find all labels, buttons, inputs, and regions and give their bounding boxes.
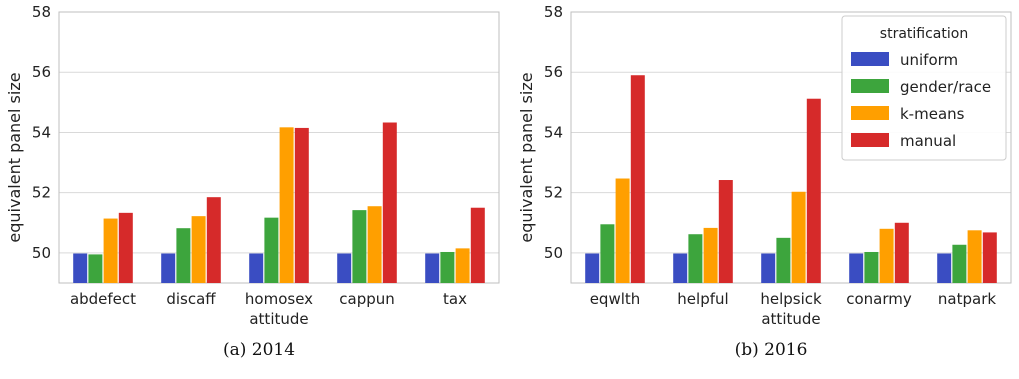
x-tick-label: eqwlth: [590, 290, 641, 308]
y-tick-label: 52: [544, 184, 563, 202]
bar-manual-conarmy: [894, 222, 909, 283]
legend-label-uniform: uniform: [900, 51, 958, 69]
bar-gender-race-helpful: [688, 234, 703, 283]
bar-manual-eqwlth: [630, 75, 645, 283]
y-tick-label: 58: [544, 3, 563, 21]
bar-k-means-conarmy: [879, 228, 894, 283]
bar-gender-race-natpark: [952, 244, 967, 283]
bar-manual-tax: [470, 207, 485, 283]
bar-gender-race-eqwlth: [600, 224, 615, 283]
x-tick-label: homosex: [245, 290, 313, 308]
bar-uniform-cappun: [337, 253, 352, 283]
bar-uniform-tax: [425, 253, 440, 283]
bar-uniform-natpark: [937, 253, 952, 283]
bar-uniform-abdefect: [73, 253, 88, 283]
y-axis-label: equivalent panel size: [517, 72, 536, 242]
bar-uniform-helpsick: [761, 253, 776, 283]
bar-k-means-homosex: [279, 127, 294, 283]
bar-uniform-eqwlth: [585, 253, 600, 283]
bar-k-means-abdefect: [103, 218, 118, 283]
bar-manual-cappun: [382, 122, 397, 283]
y-axis-label: equivalent panel size: [5, 72, 24, 242]
legend: stratification uniform gender/race k-means m…: [841, 15, 1007, 161]
x-tick-label: helpsick: [760, 290, 822, 308]
y-tick-label: 54: [544, 123, 563, 141]
panel-caption: (a) 2014: [223, 340, 295, 360]
plot-frame: [570, 11, 1012, 284]
legend-swatch-manual: [851, 133, 889, 147]
y-tick-label: 50: [544, 244, 563, 262]
bar-gender-race-discaff: [176, 228, 191, 283]
x-tick-label: helpful: [677, 290, 728, 308]
x-tick-label: discaff: [166, 290, 216, 308]
bar-uniform-discaff: [161, 253, 176, 283]
legend-title: stratification: [880, 26, 968, 42]
legend-swatch-gender-race: [851, 79, 889, 93]
bar-gender-race-tax: [440, 251, 455, 283]
y-tick-label: 54: [32, 123, 51, 141]
x-tick-label: attitude: [249, 310, 308, 328]
y-tick-label: 58: [32, 3, 51, 21]
bar-uniform-homosex: [249, 253, 264, 283]
bar-gender-race-cappun: [352, 210, 367, 283]
bar-manual-helpsick: [806, 98, 821, 283]
x-tick-label: natpark: [938, 290, 996, 308]
bar-k-means-helpsick: [791, 191, 806, 283]
bar-manual-homosex: [294, 127, 309, 283]
bar-gender-race-helpsick: [776, 237, 791, 283]
bar-uniform-helpful: [673, 253, 688, 283]
y-tick-label: 52: [32, 184, 51, 202]
legend-swatch-k-means: [851, 106, 889, 120]
x-tick-label: cappun: [339, 290, 395, 308]
bar-uniform-conarmy: [849, 253, 864, 283]
bar-k-means-discaff: [191, 216, 206, 283]
x-tick-label: attitude: [761, 310, 820, 328]
bar-gender-race-abdefect: [88, 254, 103, 283]
x-tick-label: abdefect: [70, 290, 136, 308]
bar-k-means-natpark: [967, 230, 982, 283]
bar-k-means-helpful: [703, 227, 718, 283]
bar-k-means-eqwlth: [615, 178, 630, 283]
bar-manual-natpark: [982, 232, 997, 283]
legend-label-k-means: k-means: [900, 105, 965, 123]
legend-swatch-uniform: [851, 52, 889, 66]
y-tick-label: 56: [32, 63, 51, 81]
y-tick-label: 50: [32, 244, 51, 262]
plot-frame: [58, 11, 500, 284]
legend-label-manual: manual: [900, 132, 956, 150]
legend-label-gender-race: gender/race: [900, 78, 991, 96]
bar-gender-race-homosex: [264, 217, 279, 283]
bar-manual-discaff: [206, 197, 221, 283]
bar-manual-abdefect: [118, 212, 133, 283]
panel-caption: (b) 2016: [735, 340, 808, 360]
bar-manual-helpful: [718, 180, 733, 283]
x-tick-label: conarmy: [846, 290, 912, 308]
bar-k-means-cappun: [367, 206, 382, 283]
chart-panel-a: 50 52 54 56 58 equivalent panel size abdefect d…: [5, 3, 500, 360]
bar-k-means-tax: [455, 248, 470, 283]
bar-gender-race-conarmy: [864, 251, 879, 283]
y-tick-label: 56: [544, 63, 563, 81]
x-tick-label: tax: [443, 290, 467, 308]
